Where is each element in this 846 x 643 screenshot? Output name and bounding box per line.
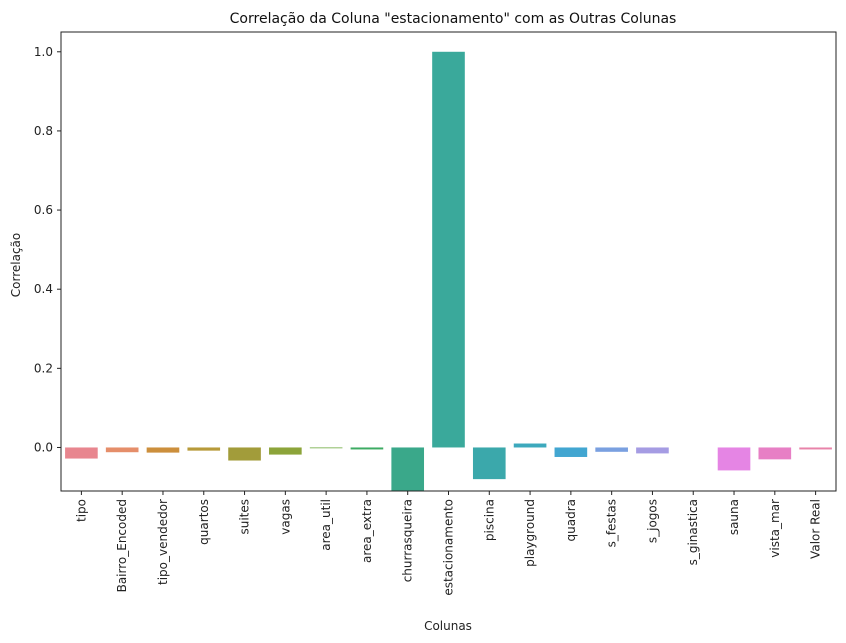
x-tick-label: s_festas: [605, 499, 619, 547]
bar-sauna: [717, 447, 751, 471]
bar-churrasqueira: [391, 447, 425, 491]
y-tick-label: 0.6: [34, 203, 53, 217]
y-tick-label: 0.0: [34, 440, 53, 454]
bar-suites: [228, 447, 261, 461]
x-tick-label: Valor Real: [809, 499, 823, 559]
x-axis-label: Colunas: [424, 619, 472, 633]
x-tick-label: Bairro_Encoded: [115, 499, 129, 592]
x-tick-label: churrasqueira: [401, 499, 415, 582]
y-tick-label: 0.4: [34, 282, 53, 296]
bars-layer: [65, 51, 832, 491]
plot-frame: [60, 31, 837, 492]
bar-estacionamento: [432, 51, 465, 448]
bar-tipo-vendedor: [146, 447, 180, 453]
x-tick-label: sauna: [727, 499, 741, 535]
bar-bairro-encoded: [105, 447, 139, 453]
y-axis-ticks: 0.0 0.2 0.4 0.6 0.8 1.0: [34, 45, 61, 454]
x-tick-label: playground: [523, 499, 537, 567]
x-tick-label: area_extra: [360, 499, 374, 563]
x-tick-label: estacionamento: [442, 499, 456, 596]
bar-vagas: [269, 447, 302, 455]
bar-s-festas: [595, 447, 628, 452]
bar-tipo: [65, 447, 98, 459]
x-tick-label: suites: [238, 499, 252, 535]
bar-area-extra: [350, 447, 384, 450]
x-tick-label: vagas: [278, 499, 292, 535]
y-tick-label: 0.8: [34, 124, 53, 138]
bar-quadra: [554, 447, 588, 457]
bar-piscina: [472, 447, 506, 480]
x-tick-label: piscina: [482, 499, 496, 541]
x-axis-ticks: tipo Bairro_Encoded tipo_vendedor quartos su…: [74, 491, 823, 596]
y-tick-label: 1.0: [34, 45, 53, 59]
x-tick-label: tipo: [74, 499, 88, 522]
chart-title: Correlação da Coluna "estacionamento" co…: [230, 11, 677, 27]
x-tick-label: tipo_vendedor: [156, 499, 170, 585]
x-tick-label: quartos: [197, 499, 211, 545]
bar-area-util: [309, 447, 343, 449]
bar-playground: [513, 443, 547, 448]
y-axis-label: Correlação: [9, 233, 23, 297]
x-tick-label: area_util: [319, 499, 333, 551]
x-tick-label: s_jogos: [645, 499, 659, 543]
x-tick-label: vista_mar: [768, 499, 782, 558]
y-tick-label: 0.2: [34, 361, 53, 375]
bar-s-jogos: [636, 447, 669, 454]
bar-quartos: [187, 447, 221, 451]
bar-valor-real: [799, 447, 832, 450]
bar-vista-mar: [758, 447, 792, 460]
x-tick-label: s_ginastica: [686, 499, 700, 565]
x-tick-label: quadra: [564, 499, 578, 541]
